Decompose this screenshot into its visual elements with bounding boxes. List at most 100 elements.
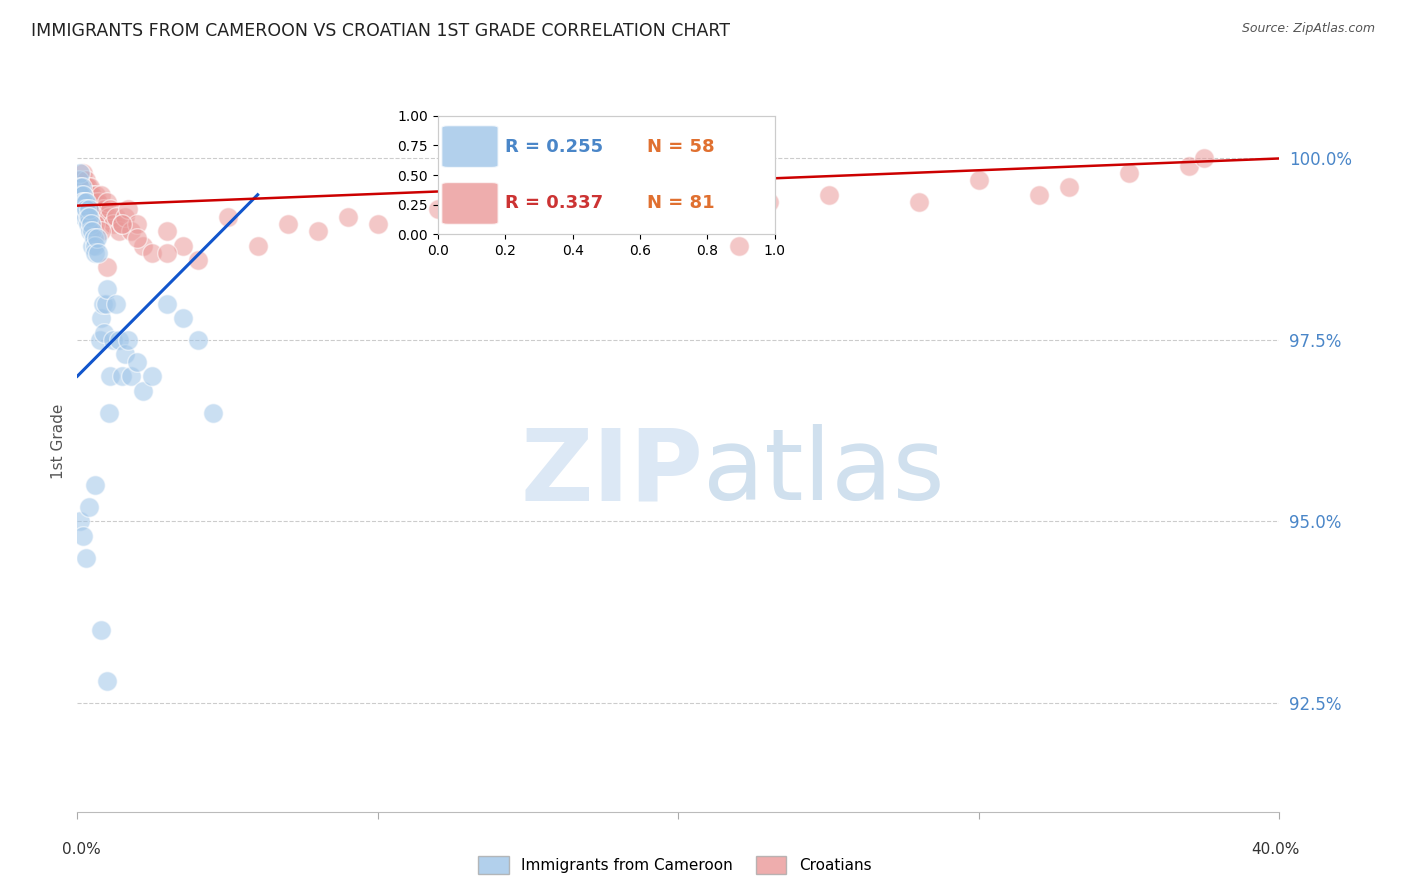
Point — [201, 405, 224, 419]
Point — [69, 515, 91, 529]
Point — [79, 180, 101, 194]
Point — [100, 202, 122, 217]
Point — [114, 210, 136, 224]
Point — [1028, 187, 1050, 202]
Point — [817, 187, 839, 202]
Point — [84, 217, 107, 231]
Point — [127, 217, 149, 231]
FancyBboxPatch shape — [441, 182, 499, 225]
Point — [83, 231, 105, 245]
Point — [76, 202, 98, 217]
Point — [277, 217, 299, 231]
Point — [83, 194, 105, 209]
Text: R = 0.255: R = 0.255 — [505, 137, 603, 155]
Text: N = 81: N = 81 — [647, 194, 714, 212]
Point — [93, 326, 115, 340]
Point — [91, 210, 114, 224]
Point — [72, 202, 94, 217]
Point — [69, 166, 91, 180]
Point — [79, 224, 101, 238]
Point — [75, 173, 97, 187]
Point — [96, 260, 118, 275]
Point — [96, 674, 118, 689]
Point — [76, 217, 98, 231]
Point — [127, 231, 149, 245]
Point — [90, 624, 112, 638]
Point — [117, 333, 139, 347]
Point — [90, 224, 112, 238]
Point — [108, 224, 131, 238]
Point — [75, 550, 97, 565]
Point — [67, 187, 90, 202]
Point — [105, 210, 128, 224]
Point — [82, 238, 104, 252]
Point — [75, 194, 97, 209]
Point — [336, 210, 359, 224]
Point — [1118, 166, 1140, 180]
Point — [76, 180, 98, 194]
Point — [69, 187, 91, 202]
Point — [72, 166, 94, 180]
Point — [1194, 152, 1216, 166]
Point — [668, 187, 690, 202]
Point — [97, 210, 120, 224]
Point — [91, 296, 114, 310]
Point — [103, 217, 125, 231]
Point — [132, 238, 155, 252]
Point — [246, 238, 269, 252]
Point — [132, 384, 155, 398]
Point — [120, 224, 142, 238]
Point — [187, 333, 209, 347]
Point — [73, 202, 96, 217]
Point — [80, 224, 103, 238]
Point — [114, 347, 136, 361]
Point — [217, 210, 239, 224]
Point — [69, 194, 91, 209]
Point — [457, 217, 479, 231]
Point — [82, 194, 104, 209]
Point — [86, 231, 108, 245]
Point — [111, 217, 134, 231]
Point — [967, 173, 990, 187]
Point — [105, 296, 128, 310]
Point — [96, 282, 118, 296]
Point — [73, 194, 96, 209]
Point — [69, 202, 91, 217]
Text: IMMIGRANTS FROM CAMEROON VS CROATIAN 1ST GRADE CORRELATION CHART: IMMIGRANTS FROM CAMEROON VS CROATIAN 1ST… — [31, 22, 730, 40]
Point — [100, 369, 122, 384]
Point — [156, 224, 179, 238]
Point — [70, 194, 93, 209]
Point — [758, 194, 780, 209]
Point — [172, 311, 194, 326]
Text: atlas: atlas — [703, 425, 945, 521]
Point — [77, 187, 100, 202]
Point — [89, 202, 111, 217]
Point — [72, 194, 94, 209]
Point — [607, 202, 630, 217]
Point — [83, 238, 105, 252]
Point — [103, 333, 125, 347]
Point — [79, 194, 101, 209]
Text: Source: ZipAtlas.com: Source: ZipAtlas.com — [1241, 22, 1375, 36]
Point — [83, 210, 105, 224]
Point — [727, 238, 749, 252]
Point — [187, 253, 209, 268]
Point — [367, 217, 389, 231]
Point — [75, 202, 97, 217]
Point — [72, 194, 94, 209]
Point — [517, 194, 540, 209]
Point — [77, 202, 100, 217]
Point — [70, 180, 93, 194]
Point — [84, 245, 107, 260]
Legend: Immigrants from Cameroon, Croatians: Immigrants from Cameroon, Croatians — [472, 850, 877, 880]
Point — [111, 217, 134, 231]
Point — [172, 238, 194, 252]
Point — [82, 202, 104, 217]
Point — [79, 210, 101, 224]
Point — [908, 194, 931, 209]
Point — [80, 187, 103, 202]
Point — [94, 217, 117, 231]
Point — [70, 187, 93, 202]
Point — [547, 210, 569, 224]
Point — [79, 210, 101, 224]
